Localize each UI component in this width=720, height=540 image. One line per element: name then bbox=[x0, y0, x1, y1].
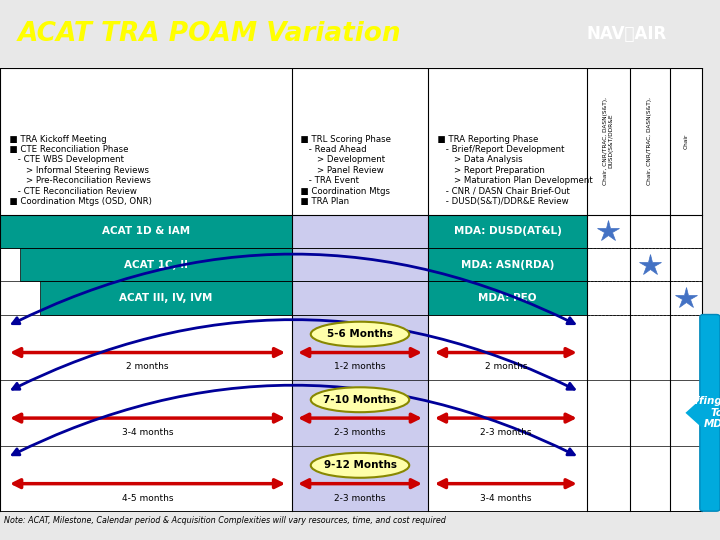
Text: ■ TRL Scoring Phase
     - Read Ahead
        > Development
        > Panel Revi: ■ TRL Scoring Phase - Read Ahead > Devel… bbox=[295, 134, 391, 206]
FancyBboxPatch shape bbox=[700, 314, 720, 511]
Bar bbox=[670, 281, 702, 314]
Bar bbox=[292, 248, 428, 281]
Text: MDA: ASN(RDA): MDA: ASN(RDA) bbox=[461, 260, 554, 269]
Bar bbox=[587, 68, 630, 511]
Bar bbox=[670, 248, 702, 281]
Bar bbox=[292, 215, 428, 511]
Bar bbox=[630, 281, 670, 314]
Text: 2 months: 2 months bbox=[485, 362, 527, 372]
Bar bbox=[587, 281, 630, 314]
Bar bbox=[670, 68, 702, 511]
Text: ■ TRA Reporting Phase
     - Brief/Report Development
        > Data Analysis
  : ■ TRA Reporting Phase - Brief/Report Dev… bbox=[432, 134, 593, 206]
Text: 2-3 months: 2-3 months bbox=[334, 494, 386, 503]
Text: 3-4 months: 3-4 months bbox=[122, 428, 174, 437]
Bar bbox=[630, 215, 670, 248]
Text: Staffing Chain
To
MDA: Staffing Chain To MDA bbox=[675, 396, 720, 429]
Text: 2-3 months: 2-3 months bbox=[480, 428, 531, 437]
Text: ACAT III, IV, IVM: ACAT III, IV, IVM bbox=[120, 293, 212, 303]
Ellipse shape bbox=[311, 322, 409, 347]
Bar bbox=[292, 380, 428, 446]
Bar bbox=[428, 215, 587, 248]
Bar bbox=[292, 446, 428, 511]
Text: ■ TRA Kickoff Meeting
  ■ CTE Reconciliation Phase
     - CTE WBS Development
  : ■ TRA Kickoff Meeting ■ CTE Reconciliati… bbox=[4, 134, 151, 206]
Text: NAV⧗AIR: NAV⧗AIR bbox=[586, 25, 667, 43]
Bar bbox=[428, 248, 587, 281]
Text: 7-10 Months: 7-10 Months bbox=[323, 395, 397, 405]
Bar bbox=[0, 215, 292, 248]
Text: ACAT 1C, II: ACAT 1C, II bbox=[124, 260, 188, 269]
Text: MDA: PEO: MDA: PEO bbox=[478, 293, 537, 303]
Bar bbox=[587, 215, 630, 248]
Text: 4-5 months: 4-5 months bbox=[122, 494, 174, 503]
Text: ACAT 1D & IAM: ACAT 1D & IAM bbox=[102, 226, 190, 237]
Text: Note: ACAT, Milestone, Calendar period & Acquisition Complexities will vary reso: Note: ACAT, Milestone, Calendar period &… bbox=[4, 516, 446, 525]
Bar bbox=[670, 215, 702, 248]
Bar bbox=[20, 248, 292, 281]
Bar bbox=[630, 68, 670, 511]
Text: Chair: Chair bbox=[683, 133, 688, 149]
Text: 1-2 months: 1-2 months bbox=[334, 362, 386, 372]
Bar bbox=[40, 281, 292, 314]
Bar bbox=[292, 314, 428, 380]
Text: ACAT TRA POAM Variation: ACAT TRA POAM Variation bbox=[18, 21, 402, 47]
Text: Chair, CNR/TRAC, DASN(S&T),
DUSD(S&T/DDR&E: Chair, CNR/TRAC, DASN(S&T), DUSD(S&T/DDR… bbox=[603, 97, 613, 185]
Bar bbox=[292, 281, 428, 314]
Bar bbox=[428, 281, 587, 314]
Bar bbox=[587, 248, 630, 281]
Bar bbox=[292, 215, 428, 248]
Text: 3-4 months: 3-4 months bbox=[480, 494, 531, 503]
Bar bbox=[0, 68, 587, 511]
Ellipse shape bbox=[311, 453, 409, 478]
Text: 9-12 Months: 9-12 Months bbox=[323, 460, 397, 470]
Text: MDA: DUSD(AT&L): MDA: DUSD(AT&L) bbox=[454, 226, 562, 237]
Polygon shape bbox=[685, 397, 703, 429]
Text: 2 months: 2 months bbox=[126, 362, 169, 372]
Text: Chair, CNR/TRAC, DASN(S&T),: Chair, CNR/TRAC, DASN(S&T), bbox=[647, 97, 652, 185]
Text: 5-6 Months: 5-6 Months bbox=[327, 329, 393, 339]
Bar bbox=[630, 248, 670, 281]
Ellipse shape bbox=[311, 387, 409, 412]
Text: 2-3 months: 2-3 months bbox=[334, 428, 386, 437]
